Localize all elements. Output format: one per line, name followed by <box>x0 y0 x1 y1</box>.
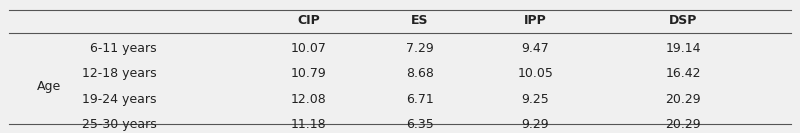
Text: 7.29: 7.29 <box>406 42 434 55</box>
Text: IPP: IPP <box>524 14 547 27</box>
Text: 11.18: 11.18 <box>290 118 326 131</box>
Text: 25-30 years: 25-30 years <box>82 118 157 131</box>
Text: 16.42: 16.42 <box>666 67 701 80</box>
Text: 19-24 years: 19-24 years <box>82 93 157 105</box>
Text: 20.29: 20.29 <box>666 118 701 131</box>
Text: 6-11 years: 6-11 years <box>90 42 157 55</box>
Text: 10.05: 10.05 <box>518 67 554 80</box>
Text: Age: Age <box>37 80 62 93</box>
Text: 12-18 years: 12-18 years <box>82 67 157 80</box>
Text: 10.07: 10.07 <box>290 42 326 55</box>
Text: 9.25: 9.25 <box>522 93 550 105</box>
Text: 20.29: 20.29 <box>666 93 701 105</box>
Text: 19.14: 19.14 <box>666 42 701 55</box>
Text: CIP: CIP <box>297 14 320 27</box>
Text: 6.35: 6.35 <box>406 118 434 131</box>
Text: 6.71: 6.71 <box>406 93 434 105</box>
Text: ES: ES <box>411 14 429 27</box>
Text: 9.29: 9.29 <box>522 118 550 131</box>
Text: DSP: DSP <box>669 14 698 27</box>
Text: 8.68: 8.68 <box>406 67 434 80</box>
Text: 9.47: 9.47 <box>522 42 550 55</box>
Text: 12.08: 12.08 <box>290 93 326 105</box>
Text: 10.79: 10.79 <box>290 67 326 80</box>
